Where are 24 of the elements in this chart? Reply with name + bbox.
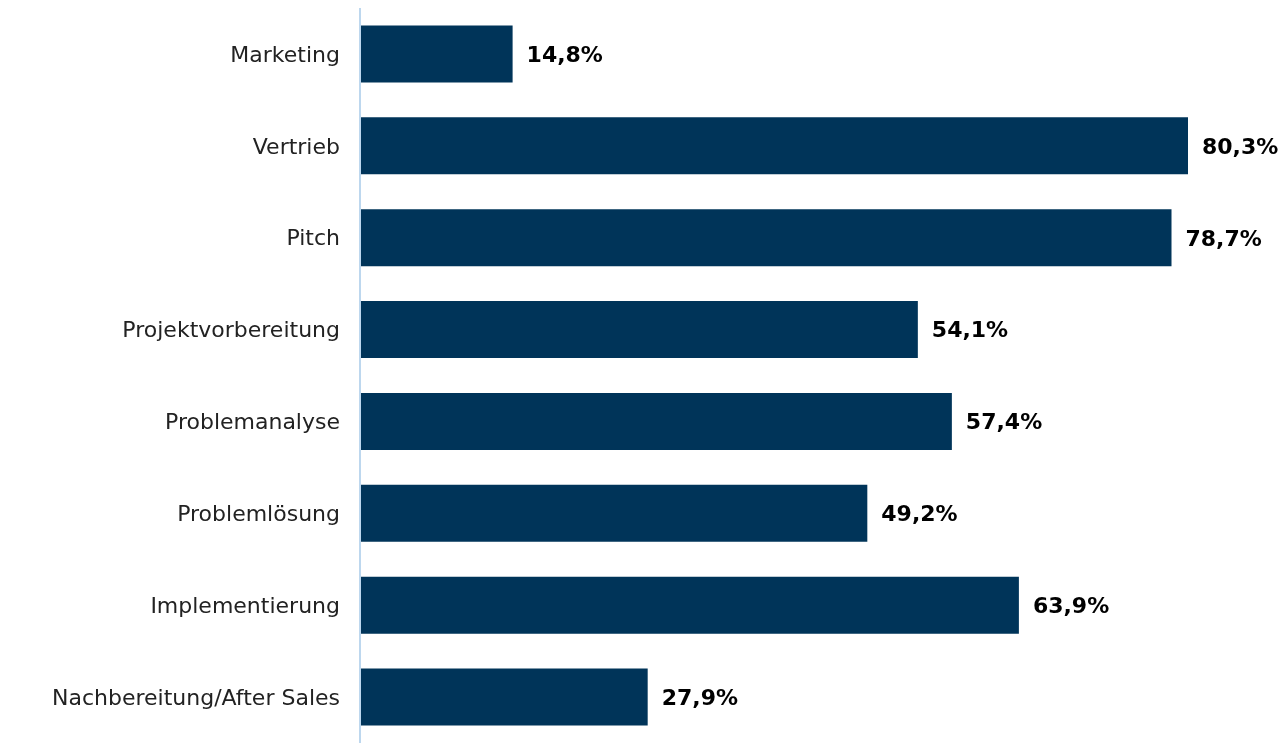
bar xyxy=(360,392,952,450)
bar xyxy=(360,117,1188,175)
bar xyxy=(360,209,1172,267)
y-tick-label: Vertrieb xyxy=(252,133,340,159)
data-label: 27,9% xyxy=(661,684,739,710)
data-label: 80,3% xyxy=(1202,133,1279,159)
y-tick-label: Marketing xyxy=(230,41,340,67)
y-tick-label: Nachbereitung/After Sales xyxy=(52,684,340,710)
data-label: 54,1% xyxy=(931,317,1009,343)
bar xyxy=(360,576,1019,634)
bar xyxy=(360,301,918,359)
bar xyxy=(360,484,868,542)
y-tick-label: Pitch xyxy=(286,225,340,251)
y-tick-label: Problemanalyse xyxy=(165,409,340,435)
data-label: 57,4% xyxy=(965,409,1043,435)
y-tick-label: Implementierung xyxy=(150,593,340,618)
y-tick-label: Projektvorbereitung xyxy=(122,317,340,343)
data-label: 49,2% xyxy=(881,501,958,527)
data-label: 78,7% xyxy=(1185,225,1262,251)
y-tick-label: Problemlösung xyxy=(177,501,340,527)
data-label: 14,8% xyxy=(526,41,603,67)
bar xyxy=(360,668,648,726)
bar xyxy=(360,25,513,83)
data-label: 63,9% xyxy=(1032,593,1110,619)
